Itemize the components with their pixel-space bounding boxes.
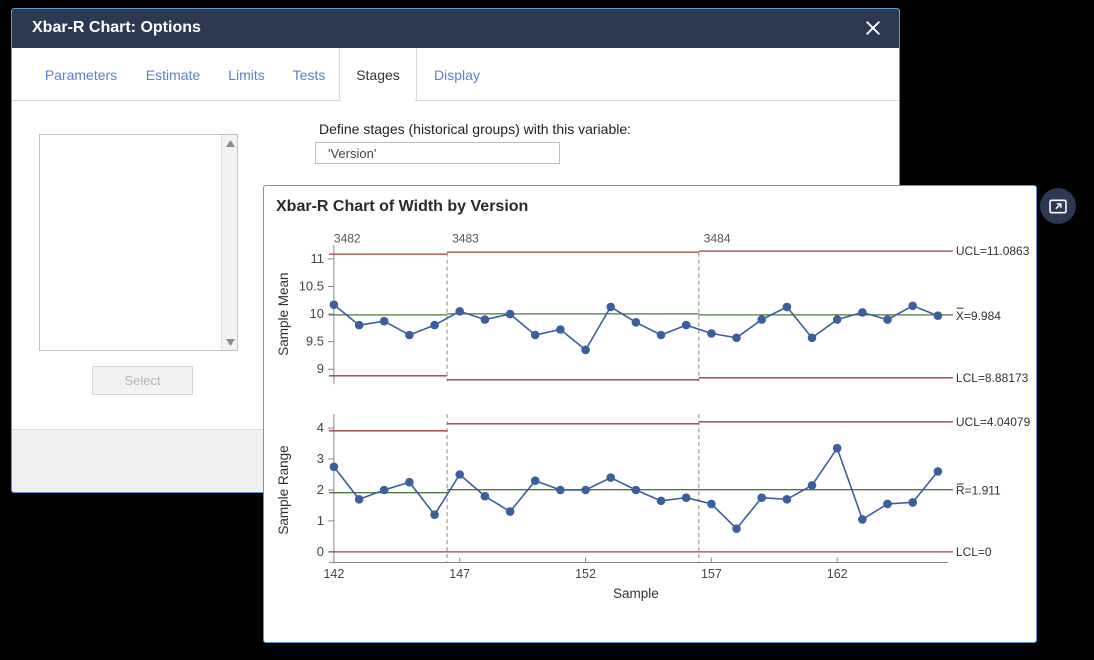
svg-text:3482: 3482: [334, 232, 361, 246]
svg-text:UCL=11.0863: UCL=11.0863: [956, 244, 1030, 258]
svg-text:10: 10: [310, 306, 324, 321]
svg-text:10.5: 10.5: [299, 279, 324, 294]
svg-text:142: 142: [323, 567, 344, 581]
svg-text:3484: 3484: [704, 232, 731, 246]
svg-text:4: 4: [317, 420, 324, 435]
svg-text:LCL=0: LCL=0: [956, 545, 992, 559]
svg-text:3483: 3483: [452, 232, 479, 246]
svg-text:R=1.911: R=1.911: [956, 484, 1001, 498]
svg-text:9.5: 9.5: [306, 334, 324, 349]
svg-text:157: 157: [701, 567, 722, 581]
svg-text:11: 11: [311, 251, 325, 266]
svg-text:9: 9: [317, 361, 324, 376]
svg-text:147: 147: [449, 567, 470, 581]
svg-text:162: 162: [827, 567, 848, 581]
svg-text:Sample Range: Sample Range: [276, 445, 291, 534]
svg-text:0: 0: [317, 544, 324, 559]
svg-text:152: 152: [575, 567, 596, 581]
svg-text:X=9.984: X=9.984: [956, 309, 1001, 323]
svg-text:3: 3: [317, 451, 324, 466]
svg-text:Sample: Sample: [613, 586, 659, 601]
svg-text:2: 2: [317, 482, 324, 497]
svg-text:LCL=8.88173: LCL=8.88173: [956, 371, 1029, 385]
svg-text:Sample Mean: Sample Mean: [276, 272, 291, 355]
svg-text:UCL=4.04079: UCL=4.04079: [956, 415, 1031, 429]
svg-text:1: 1: [317, 513, 324, 528]
